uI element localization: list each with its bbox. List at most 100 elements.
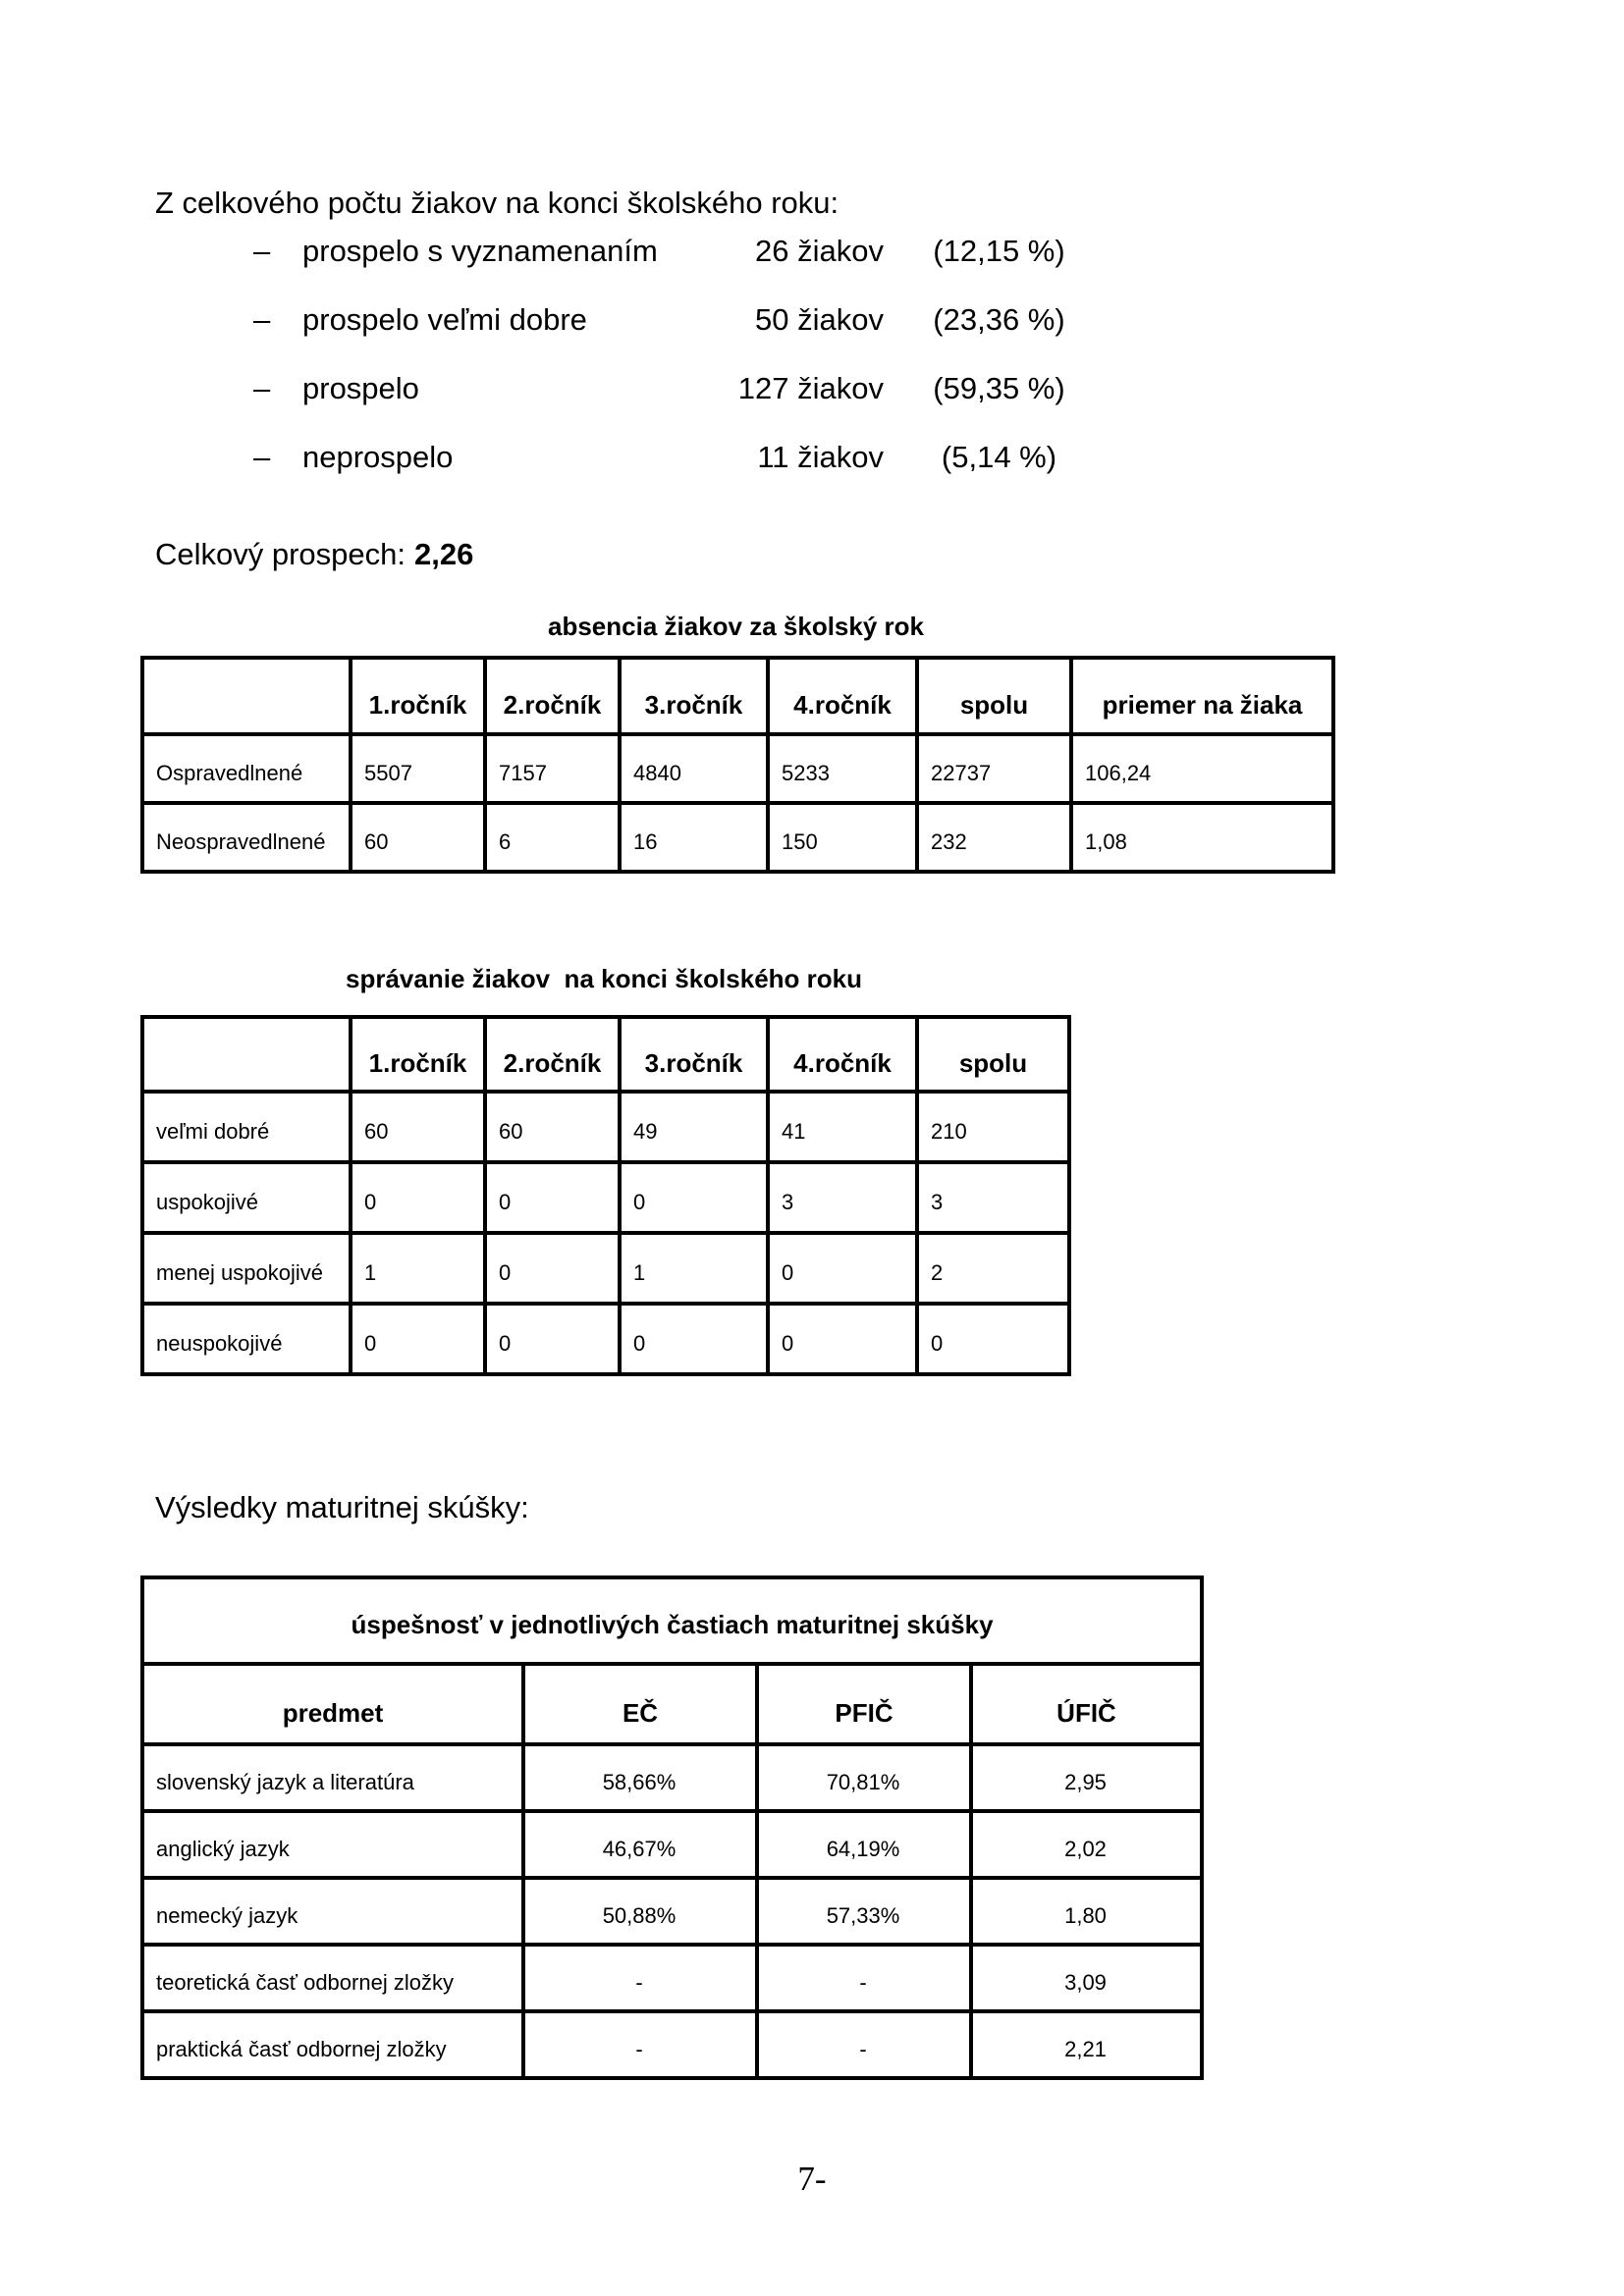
absence-table: 1.ročník 2.ročník 3.ročník 4.ročník spolu pri… — [140, 656, 1335, 874]
behavior-table-title: správanie žiakov na konci školského roku — [346, 964, 862, 993]
cell-value: 106,24 — [1069, 732, 1335, 805]
cell-value: 5507 — [349, 732, 487, 805]
table-row: Neospravedlnené 60 6 16 150 232 1,08 — [140, 801, 1335, 874]
column-header: 2.ročník — [483, 656, 622, 736]
cell-value: 1 — [618, 1231, 770, 1306]
column-header — [140, 656, 352, 736]
column-header: 2.ročník — [483, 1015, 622, 1094]
column-header: predmet — [140, 1662, 525, 1746]
list-item: – prospelo veľmi dobre 50 žiakov (23,36 %) — [137, 286, 1100, 354]
table-banner-row: úspešnosť v jednotlivých častiach maturi… — [139, 1575, 1205, 1666]
row-label: nemecký jazyk — [140, 1876, 525, 1947]
cell-value: 0 — [483, 1231, 622, 1306]
cell-value: 46,67% — [521, 1809, 759, 1880]
list-item-label: neprospelo — [302, 440, 454, 474]
cell-value: 4840 — [618, 732, 770, 805]
list-item: – prospelo s vyznamenaním 26 žiakov (12,15 … — [137, 217, 1100, 286]
list-item-dash: – — [253, 440, 271, 474]
cell-value: 2,02 — [968, 1809, 1205, 1880]
cell-value: 1,08 — [1069, 801, 1335, 874]
cell-value: 6 — [483, 801, 622, 874]
list-item-label: prospelo s vyznamenaním — [302, 234, 658, 268]
list-item-label: prospelo — [302, 371, 419, 405]
list-item-percent: (5,14 %) — [941, 440, 1057, 474]
cell-value: 2 — [915, 1231, 1071, 1306]
row-label: slovenský jazyk a literatúra — [140, 1742, 525, 1813]
page-number: 7- — [797, 2160, 827, 2198]
cell-value: - — [755, 2009, 973, 2080]
cell-value: 60 — [349, 801, 487, 874]
cell-value: 60 — [349, 1090, 487, 1164]
cell-value: - — [755, 1943, 973, 2013]
cell-value: 210 — [915, 1090, 1071, 1164]
results-list: – prospelo s vyznamenaním 26 žiakov (12,15 … — [137, 217, 1100, 492]
column-header: EČ — [521, 1662, 759, 1746]
cell-value: 0 — [483, 1160, 622, 1235]
table-row: neuspokojivé 0 0 0 0 0 — [140, 1302, 1071, 1376]
column-header: PFIČ — [755, 1662, 973, 1746]
column-header: spolu — [915, 656, 1073, 736]
column-header: priemer na žiaka — [1069, 656, 1335, 736]
table-header-row: 1.ročník 2.ročník 3.ročník 4.ročník spolu pri… — [140, 656, 1335, 736]
cell-value: 3,09 — [968, 1943, 1205, 2013]
table-row: uspokojivé 0 0 0 3 3 — [140, 1160, 1071, 1235]
cell-value: - — [521, 1943, 759, 2013]
cell-value: 5233 — [766, 732, 919, 805]
column-header: 3.ročník — [618, 1015, 770, 1094]
table-row: teoretická časť odbornej zložky - -3,09 — [140, 1943, 1205, 2013]
column-header: 4.ročník — [766, 656, 919, 736]
column-header: spolu — [915, 1015, 1071, 1094]
column-header: 3.ročník — [618, 656, 770, 736]
row-label: menej uspokojivé — [140, 1231, 352, 1306]
cell-value: 1 — [349, 1231, 487, 1306]
list-item: – prospelo 127 žiakov (59,35 %) — [137, 354, 1100, 423]
row-label: uspokojivé — [140, 1160, 352, 1235]
table-header-row: 1.ročník 2.ročník 3.ročník 4.ročník spolu — [140, 1015, 1071, 1094]
row-label: Ospravedlnené — [140, 732, 352, 805]
column-header: 1.ročník — [349, 656, 487, 736]
cell-value: 0 — [915, 1302, 1071, 1376]
list-item: – neprospelo 11 žiakov (5,14 %) — [137, 423, 1100, 492]
cell-value: 0 — [766, 1231, 919, 1306]
cell-value: 16 — [618, 801, 770, 874]
cell-value: 2,95 — [968, 1742, 1205, 1813]
cell-value: 49 — [618, 1090, 770, 1164]
cell-value: 0 — [766, 1302, 919, 1376]
list-item-count: 127 žiakov — [737, 371, 884, 405]
column-header: ÚFIČ — [968, 1662, 1205, 1746]
matura-heading: Výsledky maturitnej skúšky: — [155, 1490, 529, 1524]
cell-value: 7157 — [483, 732, 622, 805]
table-row: anglický jazyk 46,67% 64,19% 2,02 — [140, 1809, 1205, 1880]
cell-value: 60 — [483, 1090, 622, 1164]
cell-value: 150 — [766, 801, 919, 874]
column-header — [140, 1015, 352, 1094]
cell-value: 0 — [618, 1302, 770, 1376]
list-item-label: prospelo veľmi dobre — [302, 302, 587, 337]
table-row: praktická časť odbornej zložky - -2,21 — [140, 2009, 1205, 2080]
cell-value: 57,33% — [755, 1876, 973, 1947]
cell-value: - — [521, 2009, 759, 2080]
table-row: nemecký jazyk 50,88% 57,33% 1,80 — [140, 1876, 1205, 1947]
row-label: veľmi dobré — [140, 1090, 352, 1164]
list-item-percent: (12,15 %) — [933, 234, 1065, 268]
list-item-dash: – — [253, 371, 271, 405]
row-label: anglický jazyk — [140, 1809, 525, 1880]
table-header-row: predmet EČ PFIČ ÚFIČ — [140, 1662, 1205, 1746]
cell-value: 1,80 — [968, 1876, 1205, 1947]
column-header: 4.ročník — [766, 1015, 919, 1094]
intro-heading: Z celkového počtu žiakov na konci školsk… — [155, 186, 839, 220]
table-row: menej uspokojivé 1 0 1 0 2 — [140, 1231, 1071, 1306]
list-item-count: 11 žiakov — [757, 440, 884, 474]
list-item-percent: (59,35 %) — [933, 371, 1065, 405]
list-item-percent: (23,36 %) — [933, 302, 1065, 337]
cell-value: 70,81% — [755, 1742, 973, 1813]
row-label: Neospravedlnené — [140, 801, 352, 874]
overall-grade-label: Celkový prospech: — [155, 537, 406, 571]
cell-value: 0 — [349, 1160, 487, 1235]
table-row: Ospravedlnené 5507 7157 4840 5233 22737 106,24 — [140, 732, 1335, 805]
cell-value: 58,66% — [521, 1742, 759, 1813]
list-item-count: 26 žiakov — [755, 234, 884, 268]
list-item-count: 50 žiakov — [755, 302, 884, 337]
cell-value: 50,88% — [521, 1876, 759, 1947]
